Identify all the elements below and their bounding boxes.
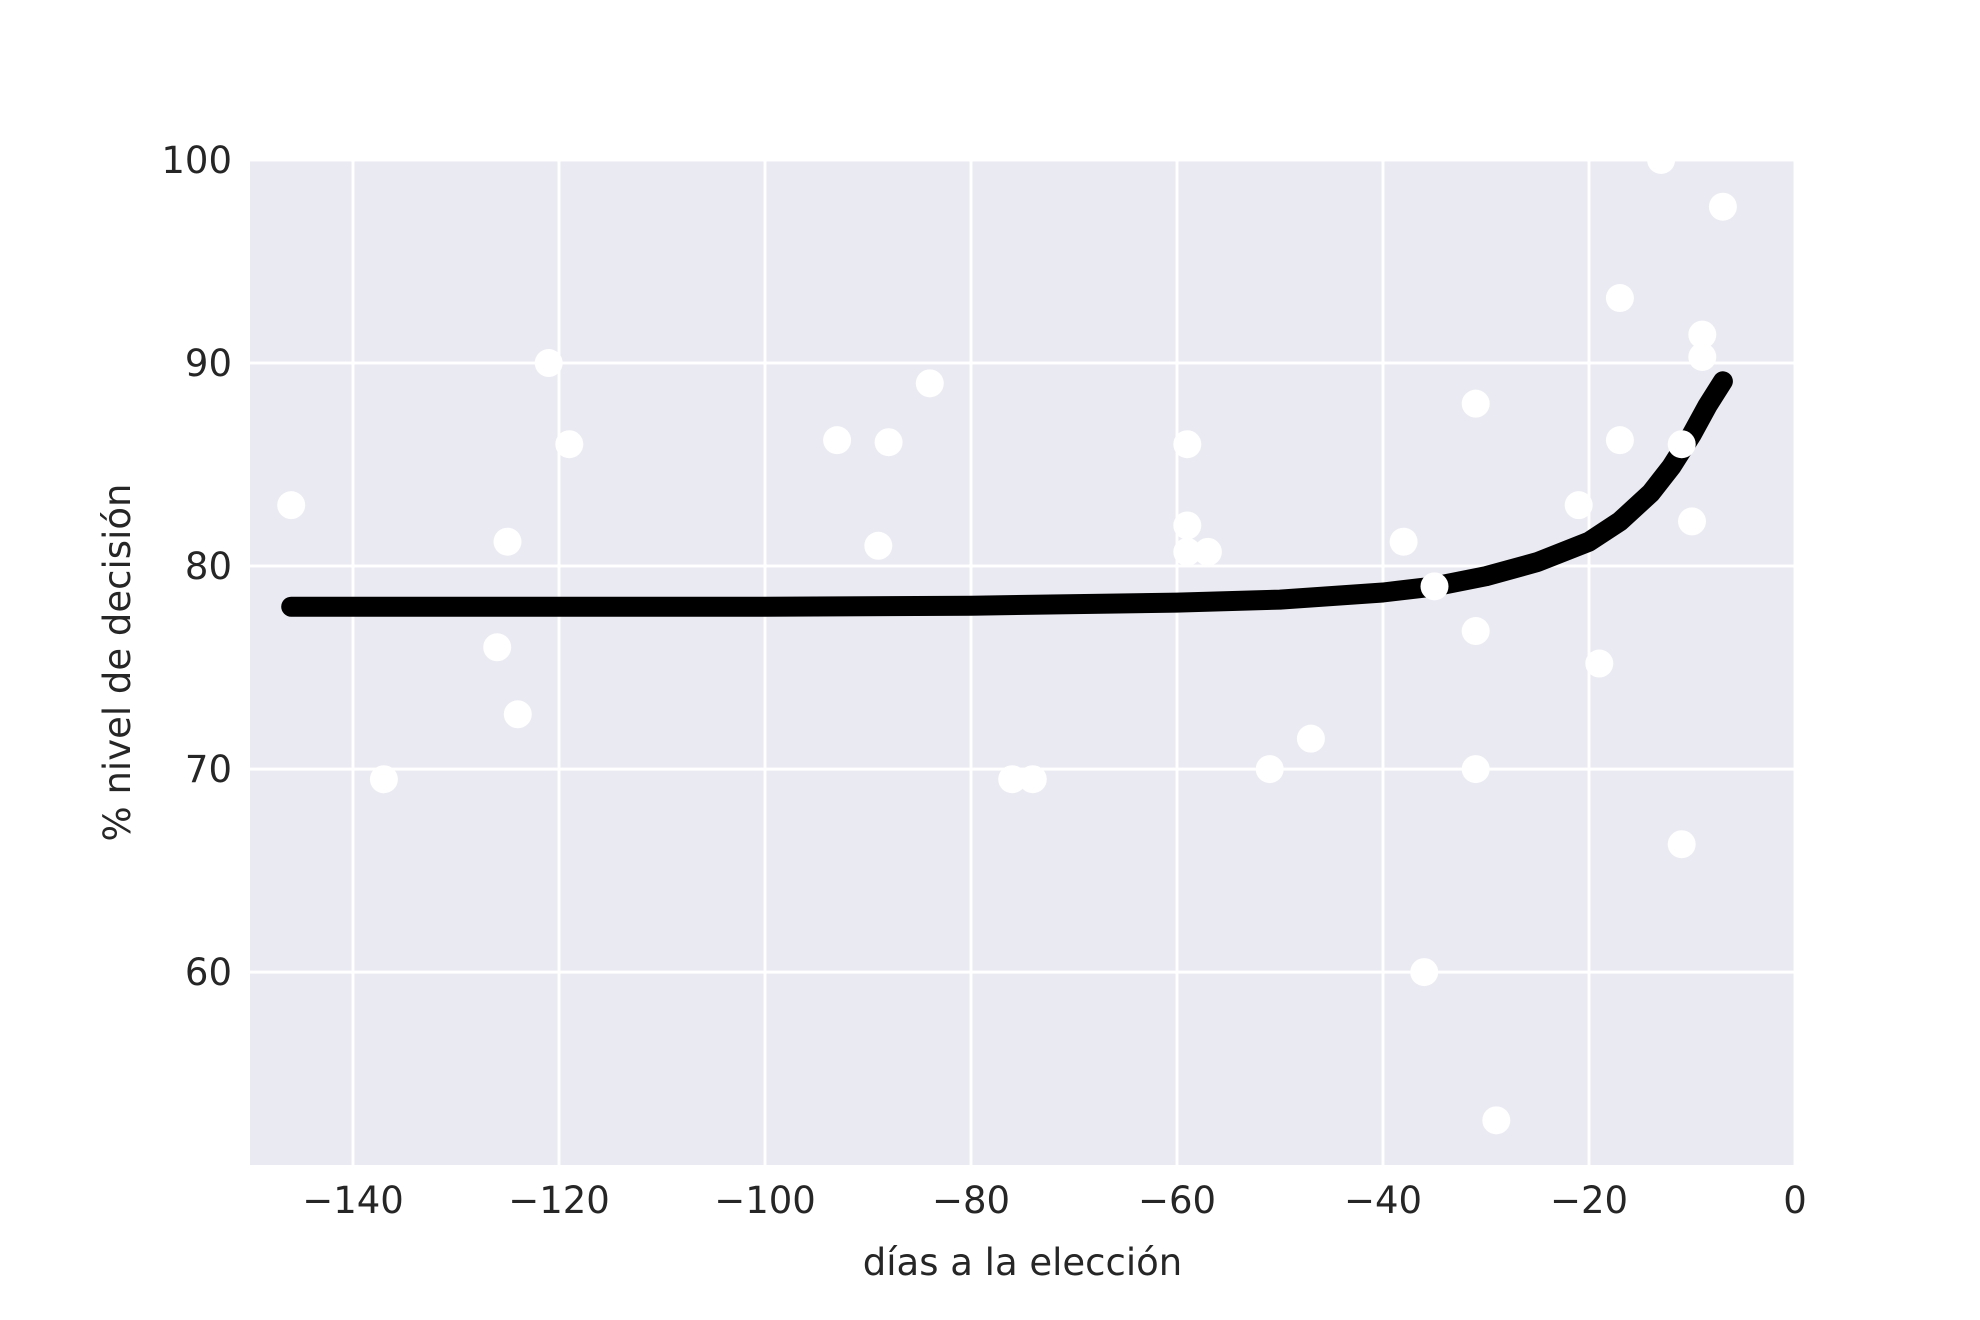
data-point [483, 633, 512, 662]
data-point [1585, 649, 1614, 678]
data-point [1647, 146, 1676, 174]
data-point [1410, 958, 1439, 987]
data-point [823, 426, 852, 455]
data-point [1420, 572, 1449, 601]
data-point [874, 428, 903, 457]
grid-lines [250, 158, 1797, 1165]
y-tick-label: 90 [185, 342, 232, 385]
data-point [503, 700, 532, 729]
x-tick-label: −20 [1550, 1179, 1628, 1222]
y-tick-label: 100 [161, 139, 232, 182]
data-point [1708, 192, 1737, 221]
data-point [1688, 320, 1717, 349]
data-point [1667, 430, 1696, 459]
x-tick-label: −140 [302, 1179, 404, 1222]
y-tick-label: 60 [185, 951, 232, 994]
x-tick-label: −100 [714, 1179, 816, 1222]
x-tick-label: −80 [932, 1179, 1010, 1222]
data-point [1678, 507, 1706, 536]
data-point [369, 765, 398, 794]
data-points [277, 146, 1737, 1135]
y-tick-labels: 60 70 80 90 100 [161, 139, 232, 994]
data-point [555, 430, 584, 459]
data-point [493, 527, 522, 556]
data-point [1193, 537, 1222, 566]
data-point [1482, 1106, 1511, 1135]
x-axis-label: días a la elección [863, 1241, 1183, 1284]
data-point [998, 765, 1027, 794]
data-point [1688, 342, 1717, 371]
plot-background [250, 160, 1795, 1165]
data-point [1461, 755, 1490, 784]
data-point [1173, 430, 1202, 459]
data-point [1667, 830, 1696, 859]
x-tick-label: −60 [1138, 1179, 1216, 1222]
y-axis-label: % nivel de decisión [96, 484, 139, 842]
x-tick-labels: −140 −120 −100 −80 −60 −40 −20 0 [302, 1179, 1807, 1222]
data-point [1461, 389, 1490, 418]
data-point [534, 349, 563, 378]
data-point [1389, 527, 1418, 556]
data-point [1173, 511, 1202, 540]
data-point [1461, 617, 1490, 646]
data-point [915, 369, 944, 398]
data-point [1255, 755, 1284, 784]
data-point [1018, 765, 1047, 794]
y-tick-label: 70 [185, 748, 232, 791]
y-tick-label: 80 [185, 545, 232, 588]
data-point [864, 531, 893, 560]
data-point [1564, 491, 1593, 520]
x-tick-label: 0 [1783, 1179, 1807, 1222]
data-point [1605, 284, 1634, 313]
data-point [277, 491, 306, 520]
data-point [1605, 426, 1634, 455]
data-point [1296, 724, 1325, 753]
data-point [1173, 537, 1202, 566]
x-tick-label: −120 [508, 1179, 610, 1222]
x-tick-label: −40 [1344, 1179, 1422, 1222]
